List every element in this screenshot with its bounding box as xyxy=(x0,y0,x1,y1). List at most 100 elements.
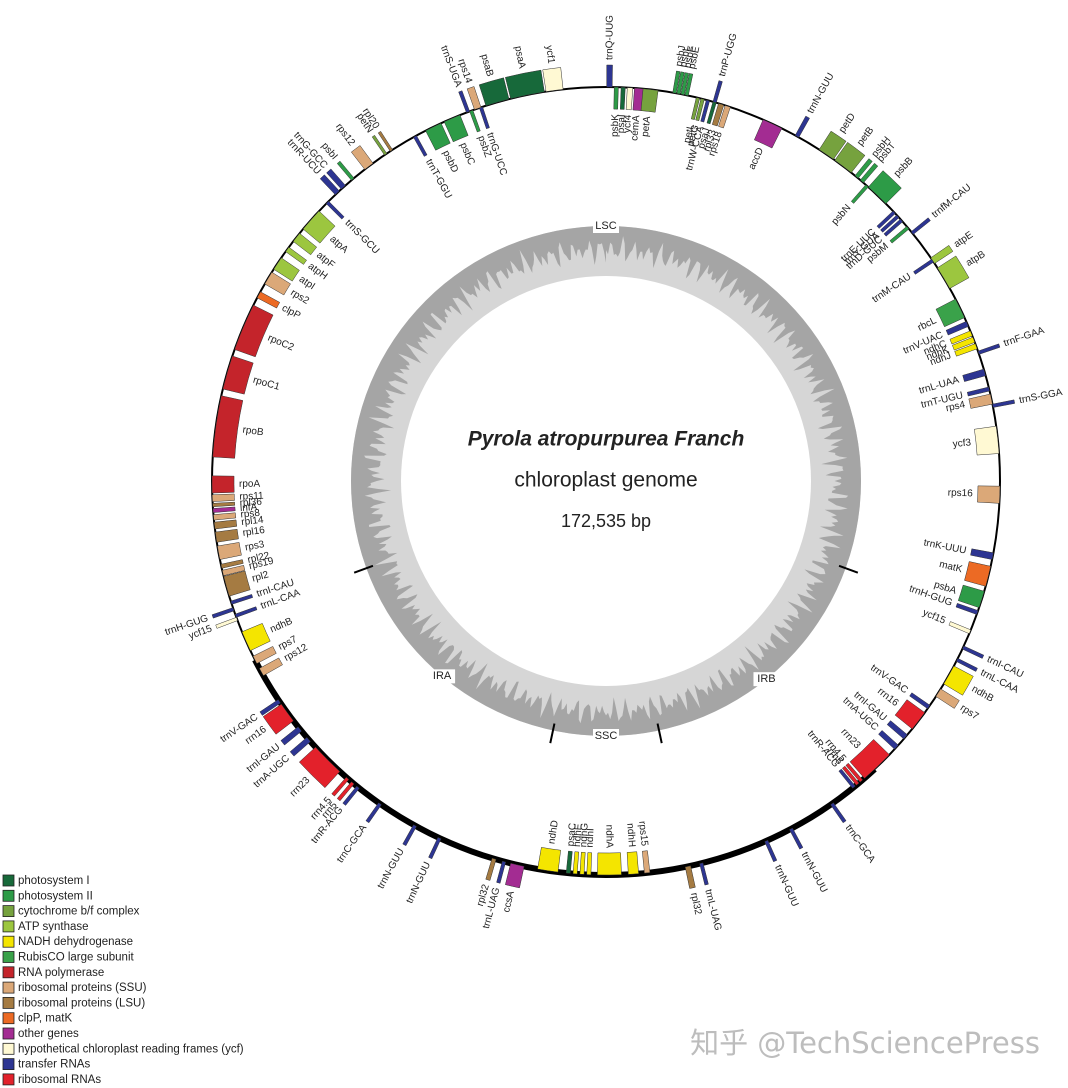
region-label: SSC xyxy=(595,730,618,742)
legend-label: ribosomal proteins (SSU) xyxy=(18,982,147,994)
gene-label: psbL xyxy=(678,44,693,68)
gene-box xyxy=(597,852,622,876)
gene-label: trnN-GUU xyxy=(805,71,836,115)
gene-box xyxy=(336,781,355,802)
legend-swatch xyxy=(2,1042,15,1055)
gene-box xyxy=(883,218,904,237)
region-label-bg xyxy=(593,219,619,233)
gene-box xyxy=(699,862,709,886)
gene-box xyxy=(606,64,613,88)
gene-box xyxy=(830,802,847,824)
gene-box xyxy=(794,115,810,138)
gene-box xyxy=(680,72,689,96)
gene-label: petD xyxy=(837,111,858,135)
gene-label: psaI xyxy=(616,114,628,133)
legend-label: photosystem II xyxy=(18,890,93,902)
gene-box xyxy=(572,851,580,875)
gene-box xyxy=(350,145,374,170)
gene-box xyxy=(948,621,972,635)
gene-box xyxy=(845,762,864,783)
gene-box xyxy=(215,528,239,543)
gene-box xyxy=(542,67,564,92)
gene-label: rpl22 xyxy=(247,550,272,566)
gene-label: psaC xyxy=(565,823,578,847)
gene-box xyxy=(273,257,300,282)
gene-box xyxy=(945,321,969,336)
gene-box xyxy=(711,103,725,127)
gene-box xyxy=(620,87,626,110)
gene-box xyxy=(706,101,717,125)
legend-swatch xyxy=(2,981,15,994)
gene-label: atpI xyxy=(297,274,317,292)
gene-label: rpl16 xyxy=(242,525,266,539)
gene-box xyxy=(992,399,1015,408)
gene-label: psbJ xyxy=(674,45,689,68)
gene-box xyxy=(943,665,974,696)
legend-label: other genes xyxy=(18,1028,79,1040)
gene-box xyxy=(292,232,318,256)
gene-label: atpA xyxy=(327,234,350,256)
gene-box xyxy=(834,141,866,174)
gene-box xyxy=(684,73,694,96)
legend-swatch xyxy=(2,951,15,963)
legend-label: NADH dehydrogenase xyxy=(18,936,133,948)
legend-label: ATP synthase xyxy=(18,921,89,933)
gene-box xyxy=(894,699,926,730)
gene-label: rrn23 xyxy=(838,727,862,752)
gene-box xyxy=(377,130,393,152)
gene-box xyxy=(625,87,634,111)
subtitle: chloroplast genome xyxy=(514,469,697,492)
legend-swatch xyxy=(2,905,15,917)
gene-box xyxy=(949,330,973,345)
gene-box xyxy=(935,298,965,328)
gene-label: rps12 xyxy=(333,122,357,149)
region-boundary xyxy=(656,723,663,744)
gene-box xyxy=(326,168,346,190)
gene-box xyxy=(211,607,235,619)
region-boundary xyxy=(549,723,556,744)
region-label: LSC xyxy=(595,220,616,232)
gene-box xyxy=(613,86,619,110)
gene-label: psbK xyxy=(610,114,622,137)
gene-box xyxy=(212,506,236,513)
region-label-bg xyxy=(593,729,619,743)
gene-label: rpl2 xyxy=(251,569,270,584)
legend-label: cytochrome b/f complex xyxy=(18,906,140,918)
legend-label: transfer RNAs xyxy=(18,1059,90,1071)
gene-box xyxy=(962,645,985,659)
region-label: IRA xyxy=(433,670,452,682)
gene-box xyxy=(241,623,271,651)
gene-label: rps15 xyxy=(636,821,650,847)
gene-box xyxy=(259,699,281,716)
gene-box xyxy=(496,860,506,884)
gene-box xyxy=(977,485,1001,504)
gene-label: matK xyxy=(938,559,964,575)
legend-label: RubisCO large subunit xyxy=(18,952,135,964)
gene-label: trnQ-UUG xyxy=(604,15,615,60)
gene-box xyxy=(968,393,993,409)
gene-box xyxy=(234,606,258,618)
gene-box xyxy=(964,561,991,587)
gene-box xyxy=(955,658,978,672)
gene-label: clpP xyxy=(280,303,303,322)
legend-label: hypothetical chloroplast reading frames … xyxy=(18,1043,244,1055)
genome-size: 172,535 bp xyxy=(561,511,651,531)
gene-box xyxy=(443,114,469,143)
gene-box xyxy=(222,355,254,395)
legend-label: clpP, matK xyxy=(18,1013,72,1025)
legend-swatch xyxy=(2,997,15,1009)
gene-box xyxy=(479,106,490,130)
gene-label: rpoC2 xyxy=(266,333,296,354)
gene-box xyxy=(402,824,417,847)
legend-swatch xyxy=(2,1058,15,1070)
gc-inner xyxy=(401,276,811,686)
gene-label: petA xyxy=(640,115,653,137)
gene-label: ndhE xyxy=(572,823,585,847)
gene-label: rps4 xyxy=(945,399,967,414)
gene-label: trnK-UUU xyxy=(923,537,968,556)
gene-label: petB xyxy=(855,125,876,148)
gene-label: petL xyxy=(682,122,697,144)
gene-box xyxy=(213,512,237,521)
legend-swatch xyxy=(2,966,15,979)
